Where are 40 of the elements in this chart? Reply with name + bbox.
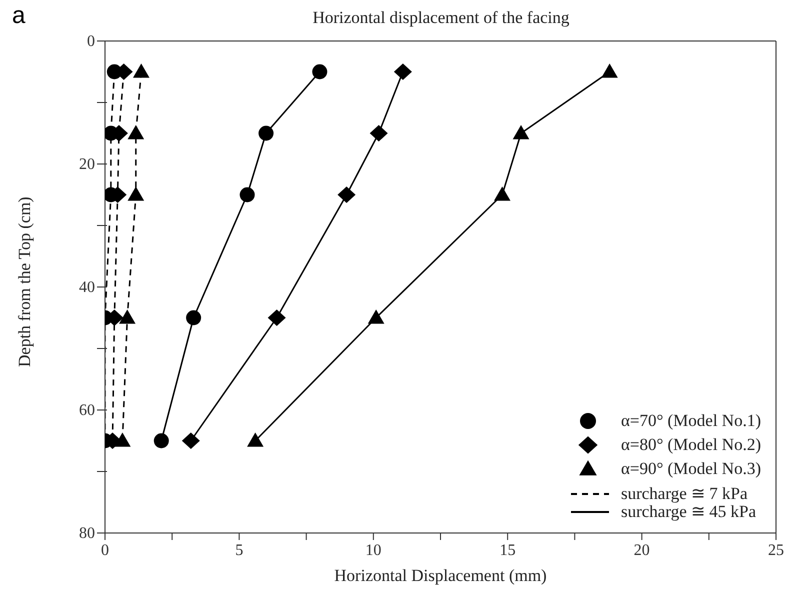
y-tick-label: 40 [79, 279, 95, 296]
point [247, 432, 264, 447]
point [268, 310, 286, 326]
point [370, 125, 388, 142]
x-tick-label: 10 [365, 542, 382, 559]
point [114, 432, 131, 447]
y-tick-label: 60 [79, 402, 95, 419]
y-tick-label: 80 [79, 525, 95, 542]
y-tick-label: 20 [79, 156, 95, 173]
legend-label: α=90° (Model No.3) [620, 458, 761, 480]
point [186, 310, 202, 326]
x-tick-label: 5 [235, 542, 244, 559]
point [394, 64, 412, 80]
y-tick-label: 0 [87, 33, 95, 50]
point [601, 64, 618, 78]
point [338, 186, 356, 203]
point [128, 125, 144, 140]
chart-title: Horizontal displacement of the facing [312, 8, 570, 28]
point [494, 186, 510, 201]
point [240, 187, 255, 202]
point [128, 186, 144, 201]
annotation: surcharge ≅ 45 kPa [620, 502, 756, 521]
point [119, 310, 136, 324]
x-tick-label: 20 [634, 542, 650, 559]
legend-label: α=80° (Model No.2) [620, 434, 761, 456]
point [368, 310, 384, 324]
x-axis-title: Horizontal Displacement (mm) [334, 566, 547, 585]
legend-label: α=70° (Model No.1) [620, 410, 761, 432]
annotation: surcharge ≅ 7 kPa [620, 484, 748, 503]
x-tick-label: 25 [768, 542, 784, 559]
point [512, 125, 530, 140]
point [154, 433, 169, 448]
point [258, 126, 274, 141]
point [182, 432, 200, 449]
x-tick-label: 15 [500, 542, 516, 559]
x-tick-label: 0 [101, 542, 109, 559]
point [312, 64, 328, 80]
y-axis-title: Depth from the Top (cm) [15, 196, 34, 367]
point [132, 64, 150, 78]
text: a [12, 2, 26, 30]
